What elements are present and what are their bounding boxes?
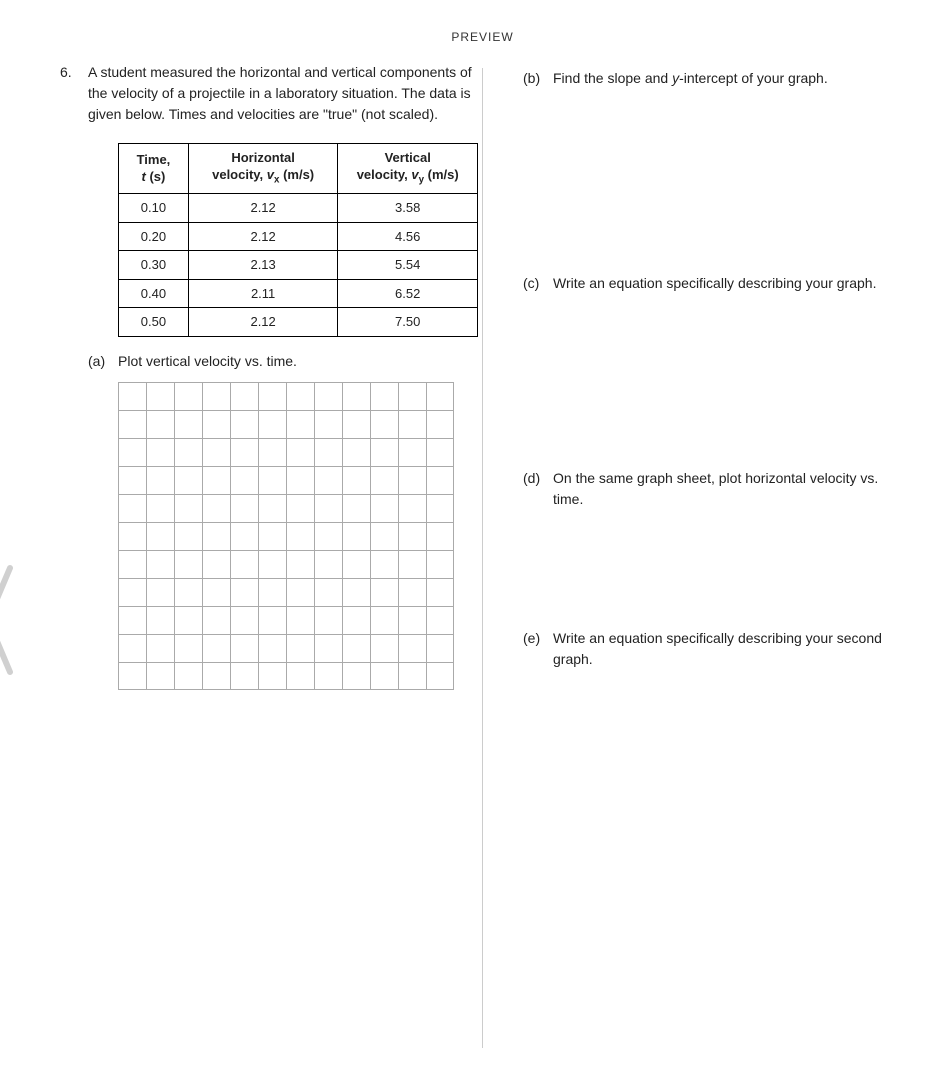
table-cell: 5.54 [338,251,478,280]
part-e-text: Write an equation specifically describin… [553,628,905,670]
table-header: Time,t (s) [119,144,189,194]
preview-label: PREVIEW [60,30,905,44]
table-cell: 3.58 [338,194,478,223]
table-header: Verticalvelocity, vy (m/s) [338,144,478,194]
nav-chevron-icon [0,560,20,680]
table-row: 0.202.124.56 [119,222,478,251]
table-cell: 2.12 [188,222,338,251]
part-b-label: (b) [523,68,545,89]
table-row: 0.102.123.58 [119,194,478,223]
part-a-text: Plot vertical velocity vs. time. [118,351,478,372]
table-cell: 2.13 [188,251,338,280]
part-a-label: (a) [88,351,110,372]
table-cell: 4.56 [338,222,478,251]
table-cell: 0.40 [119,279,189,308]
part-c-label: (c) [523,273,545,294]
table-cell: 6.52 [338,279,478,308]
part-e-label: (e) [523,628,545,670]
table-cell: 0.10 [119,194,189,223]
table-row: 0.402.116.52 [119,279,478,308]
part-d-text: On the same graph sheet, plot horizontal… [553,468,905,510]
table-row: 0.502.127.50 [119,308,478,337]
question-number: 6. [60,62,78,690]
plot-grid [118,382,454,690]
table-cell: 0.20 [119,222,189,251]
table-cell: 2.12 [188,194,338,223]
part-b-text: Find the slope and y-intercept of your g… [553,68,905,89]
table-header: Horizontalvelocity, vx (m/s) [188,144,338,194]
table-cell: 7.50 [338,308,478,337]
part-d-label: (d) [523,468,545,510]
table-cell: 2.11 [188,279,338,308]
question-stem: A student measured the horizontal and ve… [88,62,478,125]
column-divider [482,68,483,1048]
part-c-text: Write an equation specifically describin… [553,273,905,294]
table-cell: 0.50 [119,308,189,337]
table-cell: 2.12 [188,308,338,337]
table-row: 0.302.135.54 [119,251,478,280]
table-cell: 0.30 [119,251,189,280]
data-table: Time,t (s)Horizontalvelocity, vx (m/s)Ve… [118,143,478,337]
